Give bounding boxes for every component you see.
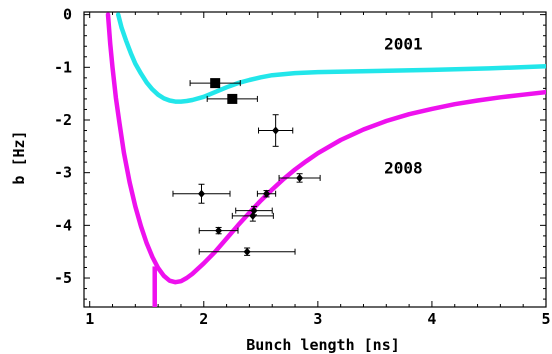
y-tick-label: 0 [63,6,72,24]
data-point-diamond [272,127,279,135]
curve-label-2001: 2001 [384,35,423,54]
curve-2008 [108,15,546,283]
x-tick-label: 5 [541,310,550,328]
y-tick-label: -2 [54,111,72,129]
y-tick-label: -5 [54,269,72,287]
x-tick-label: 1 [85,310,94,328]
y-axis-title: b [Hz] [10,130,28,184]
data-point-square [227,94,237,104]
y-tick-label: -4 [54,216,72,234]
data-point-diamond [296,174,303,182]
x-axis-title: Bunch length [ns] [246,336,400,354]
y-tick-label: -3 [54,164,72,182]
y-tick-label: -1 [54,58,72,76]
x-tick-label: 2 [199,310,208,328]
data-point-diamond [198,190,205,198]
curve-2001 [118,15,546,102]
x-tick-label: 3 [313,310,322,328]
curve-label-2008: 2008 [384,158,423,177]
x-tick-label: 4 [427,310,436,328]
data-point-square [210,78,220,88]
data-point-diamond [244,248,251,256]
